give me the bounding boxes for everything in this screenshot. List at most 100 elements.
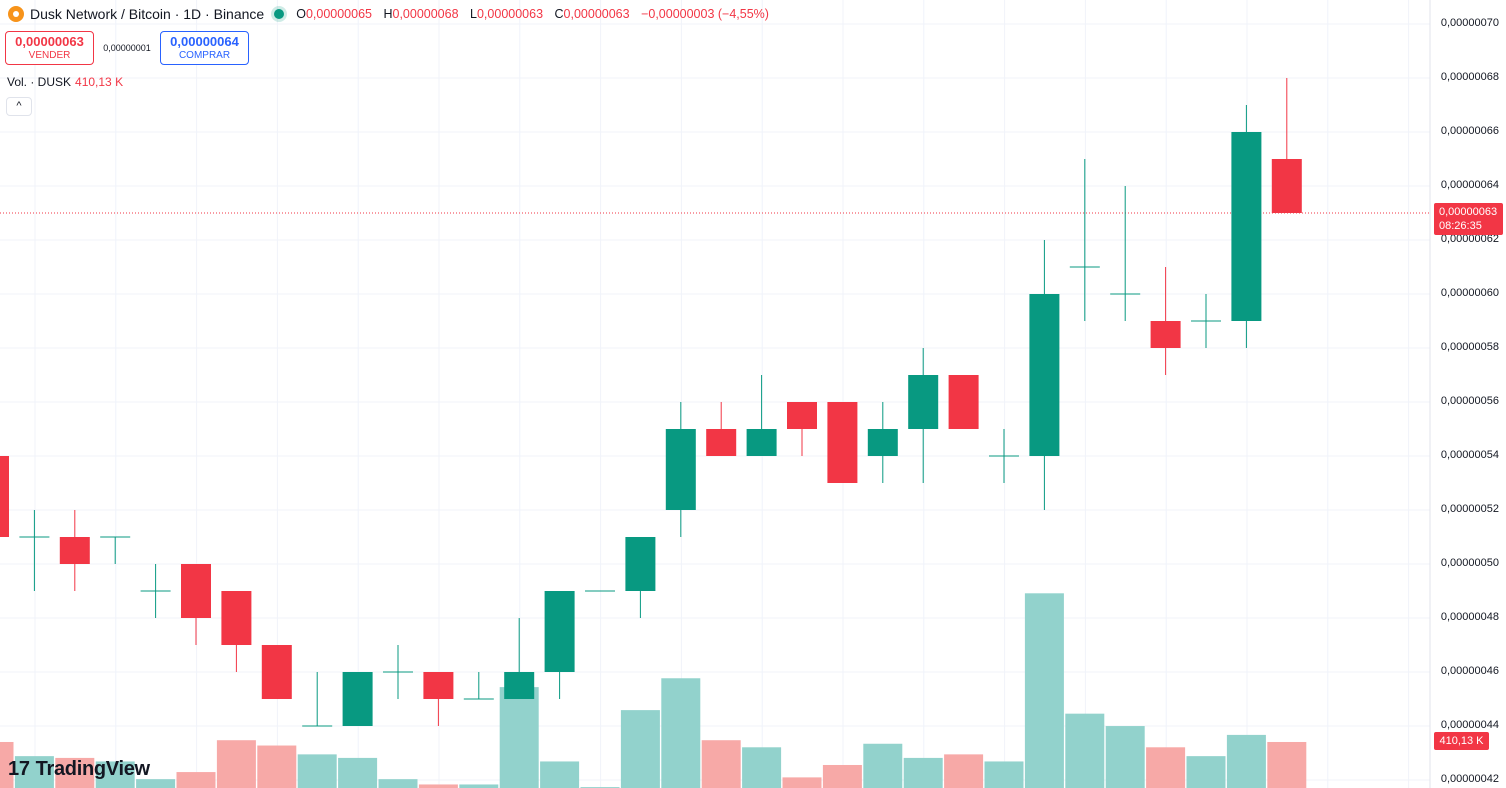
volume-bar (0, 741, 14, 788)
spread-value: 0,00000001 (103, 43, 151, 53)
volume-bar (944, 754, 984, 788)
candle-body (908, 375, 939, 429)
volume-bar (984, 761, 1024, 788)
volume-bar (338, 757, 378, 788)
price-axis-label: 0,00000066 (1440, 125, 1499, 137)
sell-price: 0,00000063 (15, 34, 84, 49)
price-axis-label: 0,00000046 (1440, 665, 1499, 677)
volume-bar (257, 745, 297, 788)
price-axis-label: 0,00000062 (1440, 233, 1499, 245)
buy-label: COMPRAR (178, 50, 231, 61)
volume-value: 410,13 K (75, 75, 124, 89)
price-axis-label: 0,00000050 (1440, 557, 1499, 569)
volume-bar (540, 761, 580, 788)
tradingview-logo-icon: 17 (8, 758, 30, 780)
volume-bar (216, 740, 256, 788)
volume-bars (0, 593, 1307, 788)
volume-bar (459, 784, 499, 788)
volume-bar (742, 747, 782, 788)
volume-bar (499, 687, 539, 788)
price-axis-label: 0,00000044 (1440, 719, 1499, 731)
collapse-chevron-up-icon[interactable]: ^ (6, 97, 32, 116)
volume-bar (136, 779, 176, 788)
candle-body (1271, 159, 1302, 213)
volume-bar (822, 764, 862, 788)
candle-body (544, 591, 575, 672)
candle-body (665, 429, 696, 510)
price-axis-label: 0,00000052 (1440, 503, 1499, 515)
candle-body (1029, 294, 1060, 456)
volume-bar (782, 777, 822, 788)
volume-bar (620, 710, 660, 788)
candle-body (59, 537, 90, 564)
volume-bar (378, 779, 418, 788)
open-value: 0,00000065 (305, 7, 372, 21)
price-axis-label: 0,00000042 (1440, 773, 1499, 785)
volume-bar (95, 761, 135, 788)
bar-countdown: 08:26:35 (1439, 220, 1482, 232)
volume-bar (1146, 747, 1186, 788)
price-axis-label: 0,00000064 (1440, 179, 1499, 191)
buy-button[interactable]: 0,00000064 COMPRAR (160, 31, 249, 65)
sell-button[interactable]: 0,00000063 VENDER (5, 31, 94, 65)
volume-bar (903, 757, 943, 788)
volume-bar (701, 740, 741, 788)
candle-body (181, 564, 211, 618)
chart-legend: Dusk Network / Bitcoin · 1D · Binance O0… (8, 6, 769, 22)
volume-bar (1065, 713, 1105, 788)
candle-body (867, 429, 898, 456)
volume-bar (14, 756, 54, 788)
volume-bar (1186, 756, 1226, 788)
low-value: 0,00000063 (476, 7, 544, 21)
volume-bar (55, 757, 95, 788)
volume-bar (863, 743, 903, 788)
price-axis-label: 0,00000048 (1440, 611, 1499, 623)
candle-body (948, 375, 979, 429)
candle-body (504, 672, 535, 699)
price-axis-label: 0,00000054 (1440, 449, 1499, 461)
ohlc-values: O0,00000065 H0,00000068 L0,00000063 C0,0… (296, 7, 769, 21)
candle-body (0, 456, 9, 537)
price-axis-label: 0,00000056 (1440, 395, 1499, 407)
change-value: −0,00000003 (−4,55%) (641, 7, 769, 21)
sell-label: VENDER (28, 50, 71, 61)
candle-body (746, 429, 777, 456)
volume-bar (1024, 593, 1064, 788)
tradingview-logo[interactable]: 17 TradingView (8, 758, 150, 781)
close-value: 0,00000063 (563, 7, 630, 21)
volume-bar (1226, 734, 1266, 788)
high-value: 0,00000068 (392, 7, 459, 21)
candles (0, 78, 1302, 727)
candle-body (221, 591, 252, 645)
candle-body (1150, 321, 1181, 348)
symbol-title[interactable]: Dusk Network / Bitcoin · 1D · Binance (30, 6, 265, 22)
price-axis-label: 0,00000068 (1440, 71, 1499, 83)
trade-panel: 0,00000063 VENDER 0,00000001 0,00000064 … (5, 31, 249, 65)
volume-bar (1105, 726, 1145, 788)
volume-bar (661, 678, 701, 788)
volume-bar (1267, 741, 1307, 788)
volume-bar (418, 784, 458, 788)
last-price-value: 0,00000063 (1439, 206, 1498, 218)
chart-grid (0, 0, 1431, 788)
candle-body (787, 402, 817, 429)
market-status-icon[interactable] (274, 9, 285, 19)
buy-price: 0,00000064 (170, 34, 239, 49)
candle-body (827, 402, 858, 483)
volume-bar (297, 754, 337, 788)
volume-bar (176, 772, 216, 788)
volume-tag: 410,13 K (1434, 732, 1489, 750)
tradingview-logo-text: TradingView (35, 758, 150, 780)
last-price-tag: 0,00000063 08:26:35 (1434, 203, 1503, 235)
volume-legend[interactable]: Vol. · DUSK 410,13 K (7, 75, 123, 89)
candle-body (423, 672, 454, 699)
candle-body (625, 537, 656, 591)
price-axis-label: 0,00000058 (1440, 341, 1499, 353)
candle-body (1231, 132, 1262, 321)
volume-label: Vol. · DUSK (7, 75, 72, 89)
candle-body (706, 429, 737, 456)
price-axis-label: 0,00000060 (1440, 287, 1499, 299)
candle-body (342, 672, 373, 726)
candle-body (261, 645, 292, 699)
